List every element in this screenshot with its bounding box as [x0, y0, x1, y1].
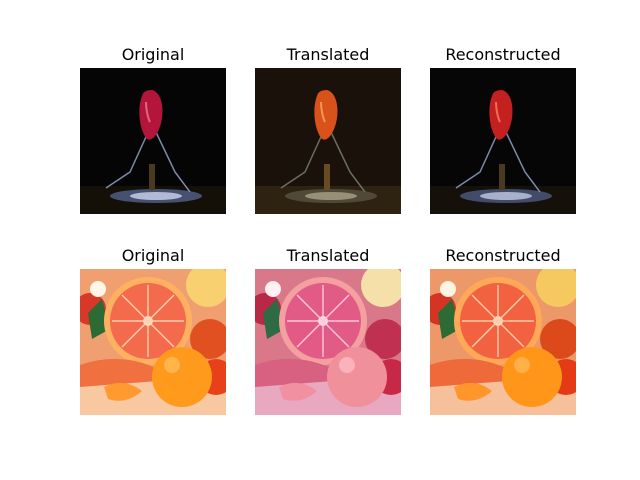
- panel-title: Translated: [255, 243, 401, 269]
- panel-title: Original: [80, 42, 226, 68]
- panel-title: Reconstructed: [430, 42, 576, 68]
- pepper-reconstructed-image: [430, 68, 576, 214]
- fruit-original-image: [80, 269, 226, 415]
- fruit-translated-image: [255, 269, 401, 415]
- pepper-original-image: [80, 68, 226, 214]
- fruit-reconstructed-image: [430, 269, 576, 415]
- pepper-translated-image: [255, 68, 401, 214]
- panel-title: Reconstructed: [430, 243, 576, 269]
- panel-title: Translated: [255, 42, 401, 68]
- panel-title: Original: [80, 243, 226, 269]
